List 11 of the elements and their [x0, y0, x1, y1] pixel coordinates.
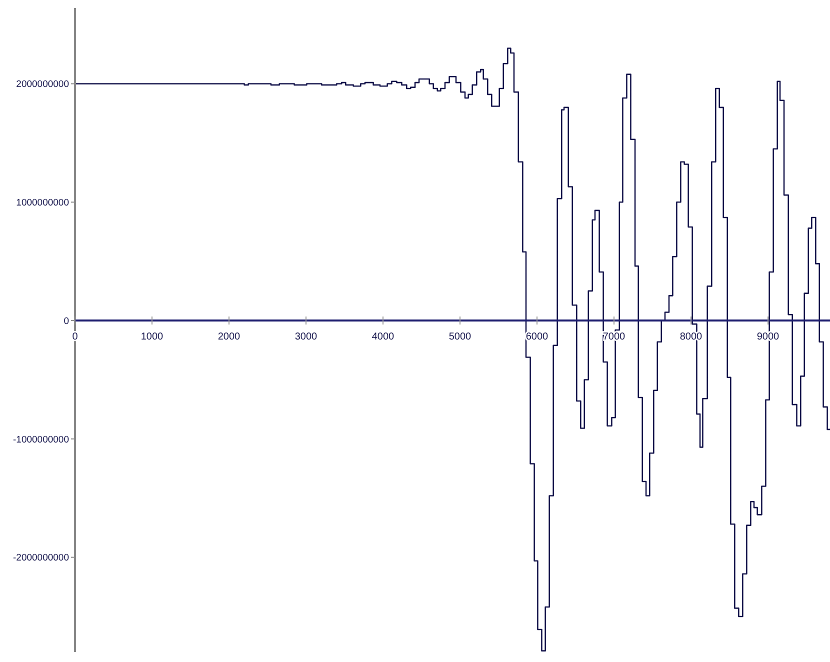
x-tick-label: 3000	[294, 332, 318, 343]
y-tick-label: -1000000000	[13, 434, 69, 446]
x-tick-label: 5000	[448, 332, 472, 343]
x-tick-label: 2000	[218, 332, 241, 343]
y-tick-label: 0	[64, 316, 69, 327]
x-tick-label: 4000	[372, 332, 395, 343]
y-tick-label: -2000000000	[13, 552, 69, 564]
x-tick-label: 1000	[140, 332, 164, 343]
y-tick-label: 2000000000	[16, 79, 69, 90]
x-tick-label: 0	[72, 332, 78, 343]
y-tick-label: 1000000000	[16, 198, 69, 209]
